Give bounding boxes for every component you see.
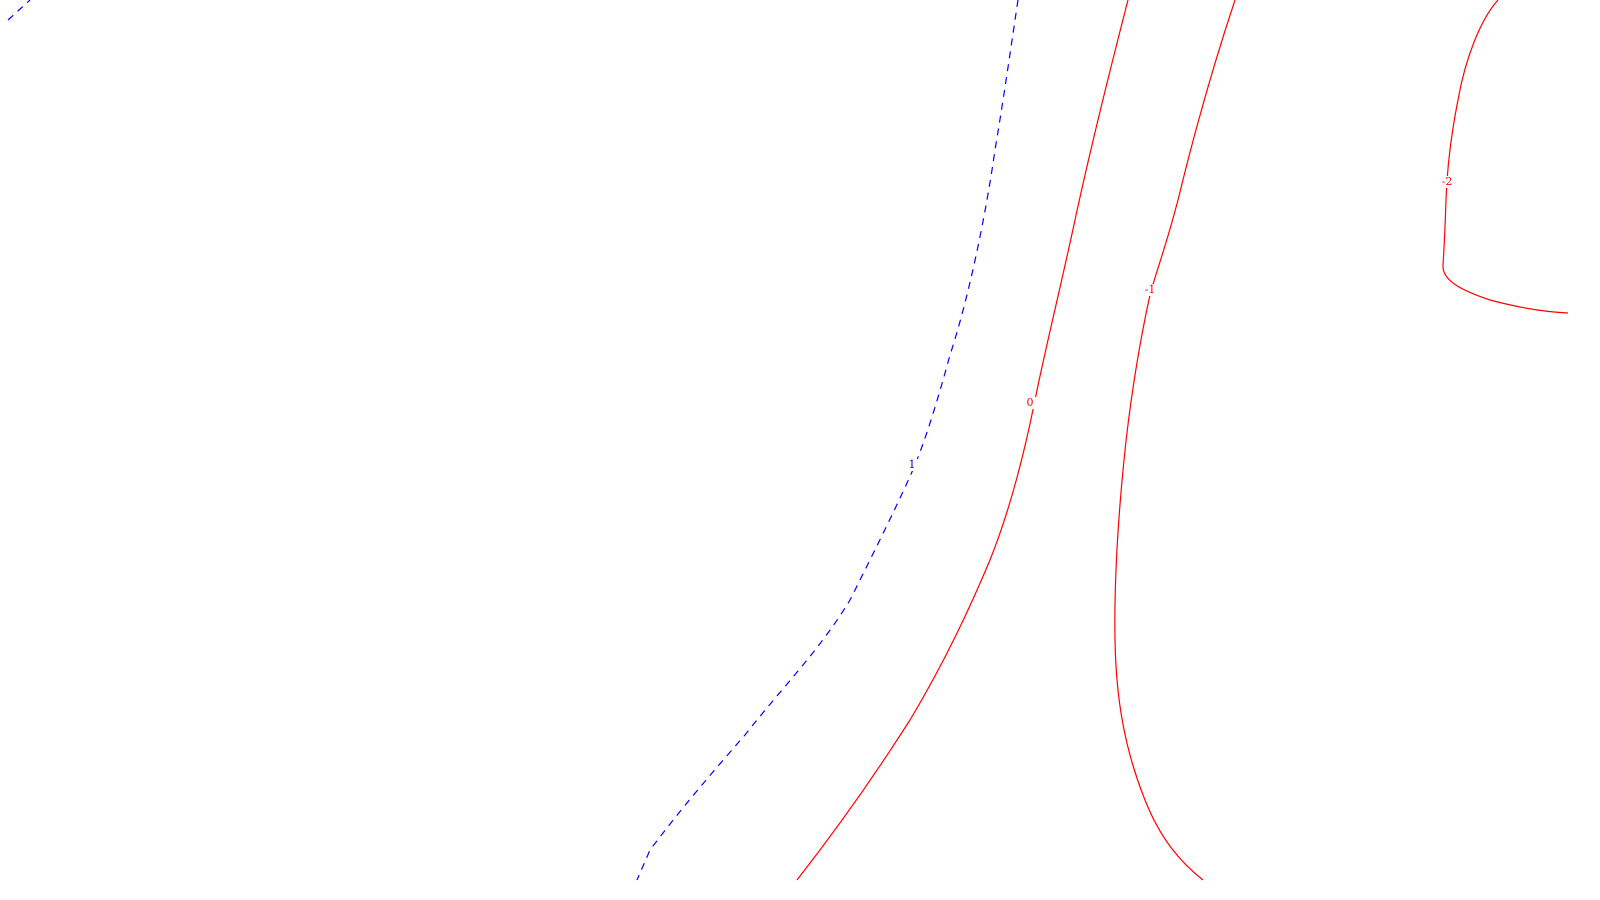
contour-label-gap	[1438, 176, 1456, 188]
contour-line-level-neg2	[1442, 0, 1569, 314]
contour-label-neg1: -1	[1145, 283, 1156, 296]
contour-label-gap	[1141, 284, 1159, 296]
contour-line-level-1	[7, 0, 31, 21]
contour-labels: 1 0 -1 -2	[906, 175, 1456, 471]
contour-lines	[7, 0, 1569, 881]
contour-line-level-0	[796, 0, 1129, 881]
contour-line-level-neg1	[1114, 0, 1236, 881]
contour-label-gap	[906, 459, 918, 471]
contour-label-1: 1	[909, 458, 916, 471]
contour-label-0: 0	[1027, 396, 1034, 409]
contour-label-gap	[1024, 397, 1036, 409]
contour-line-level-1	[636, 0, 1019, 881]
contour-label-neg2: -2	[1442, 175, 1453, 188]
